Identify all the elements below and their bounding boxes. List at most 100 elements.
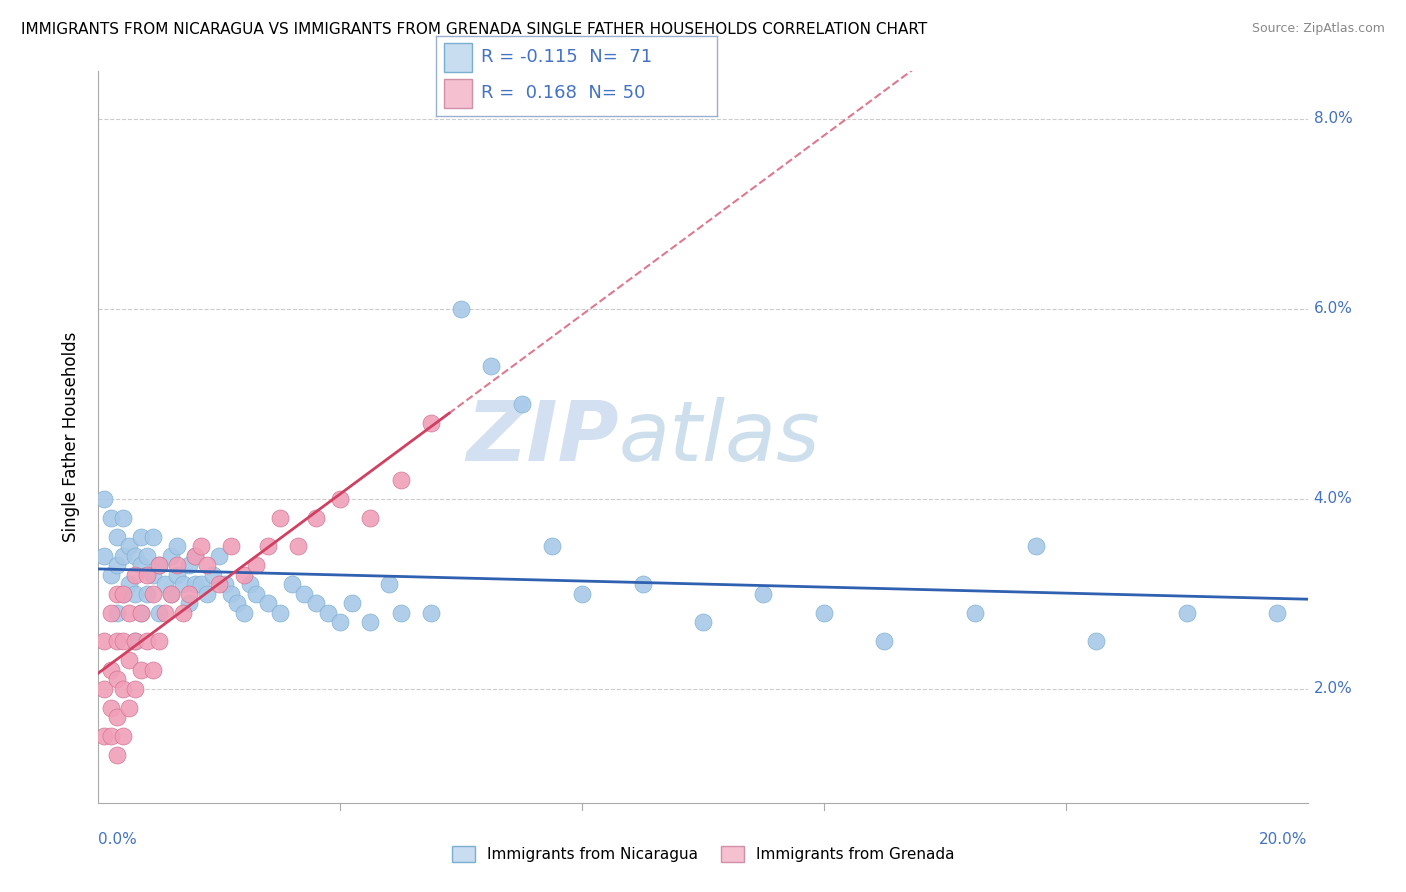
Point — [420, 416, 443, 430]
Point — [190, 577, 212, 591]
Point — [571, 587, 593, 601]
Point — [118, 539, 141, 553]
Point — [105, 673, 128, 687]
Point — [111, 681, 134, 696]
Point — [100, 567, 122, 582]
Point — [329, 491, 352, 506]
Point — [142, 663, 165, 677]
Point — [1175, 606, 1198, 620]
Point — [305, 511, 328, 525]
Text: 6.0%: 6.0% — [1313, 301, 1353, 317]
Point — [389, 473, 412, 487]
Point — [111, 549, 134, 563]
Point — [105, 558, 128, 573]
Point — [692, 615, 714, 630]
Point — [129, 606, 152, 620]
Point — [100, 663, 122, 677]
Text: 8.0%: 8.0% — [1313, 112, 1353, 127]
Text: 0.0%: 0.0% — [98, 832, 138, 847]
Point — [184, 549, 207, 563]
Point — [226, 596, 249, 610]
Point — [100, 511, 122, 525]
Point — [172, 577, 194, 591]
Point — [105, 587, 128, 601]
Point — [135, 634, 157, 648]
Point — [281, 577, 304, 591]
Point — [377, 577, 399, 591]
Point — [129, 530, 152, 544]
Point — [256, 539, 278, 553]
Point — [190, 539, 212, 553]
Point — [269, 511, 291, 525]
Point — [100, 729, 122, 743]
Text: 2.0%: 2.0% — [1313, 681, 1353, 697]
Point — [142, 530, 165, 544]
Y-axis label: Single Father Households: Single Father Households — [62, 332, 80, 542]
Point — [166, 539, 188, 553]
Text: ZIP: ZIP — [465, 397, 619, 477]
Point — [124, 567, 146, 582]
Point — [172, 606, 194, 620]
Point — [93, 549, 115, 563]
Point — [245, 558, 267, 573]
Point — [111, 587, 134, 601]
Point — [105, 530, 128, 544]
Text: atlas: atlas — [619, 397, 820, 477]
Point — [232, 606, 254, 620]
Point — [135, 587, 157, 601]
Point — [195, 558, 218, 573]
Point — [208, 549, 231, 563]
Point — [111, 511, 134, 525]
Point — [148, 606, 170, 620]
Point — [124, 634, 146, 648]
Point — [153, 606, 176, 620]
Point — [245, 587, 267, 601]
Point — [166, 558, 188, 573]
Point — [179, 587, 201, 601]
Point — [129, 663, 152, 677]
Point — [142, 567, 165, 582]
Point — [1267, 606, 1289, 620]
Point — [1085, 634, 1108, 648]
Point — [166, 567, 188, 582]
Point — [481, 359, 503, 373]
Point — [184, 577, 207, 591]
Point — [965, 606, 987, 620]
Point — [100, 606, 122, 620]
Point — [316, 606, 339, 620]
Point — [160, 587, 183, 601]
Point — [329, 615, 352, 630]
Text: Source: ZipAtlas.com: Source: ZipAtlas.com — [1251, 22, 1385, 36]
Point — [540, 539, 562, 553]
Point — [105, 606, 128, 620]
Point — [184, 549, 207, 563]
Text: R = -0.115  N=  71: R = -0.115 N= 71 — [481, 48, 652, 66]
Point — [93, 491, 115, 506]
Point — [129, 606, 152, 620]
Point — [269, 606, 291, 620]
Point — [360, 615, 382, 630]
Point — [179, 596, 201, 610]
Bar — [444, 43, 472, 72]
Point — [752, 587, 775, 601]
Point — [208, 577, 231, 591]
Point — [124, 634, 146, 648]
Point — [111, 729, 134, 743]
Point — [389, 606, 412, 620]
Point — [93, 681, 115, 696]
Point — [135, 549, 157, 563]
Point — [631, 577, 654, 591]
Point — [111, 587, 134, 601]
Point — [813, 606, 835, 620]
Point — [124, 681, 146, 696]
Point — [153, 577, 176, 591]
Point — [118, 701, 141, 715]
Point — [160, 549, 183, 563]
Point — [450, 301, 472, 316]
Text: R =  0.168  N= 50: R = 0.168 N= 50 — [481, 85, 645, 103]
Point — [148, 634, 170, 648]
Point — [195, 587, 218, 601]
Point — [124, 587, 146, 601]
Text: 4.0%: 4.0% — [1313, 491, 1353, 507]
Point — [100, 701, 122, 715]
